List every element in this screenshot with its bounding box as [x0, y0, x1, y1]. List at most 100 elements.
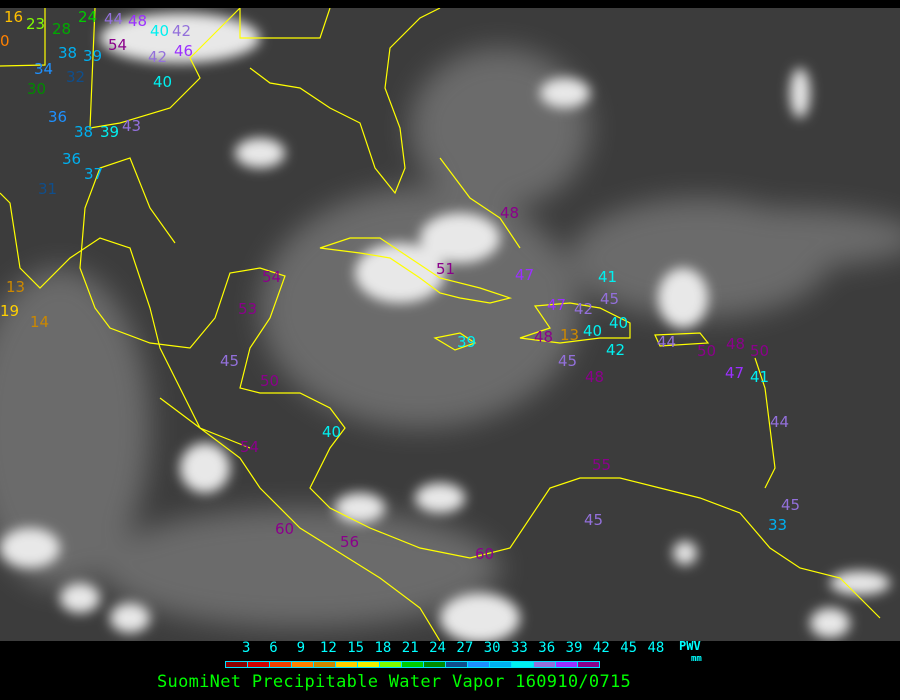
station-pwv-label: 34 — [34, 60, 53, 78]
station-pwv-label: 42 — [574, 300, 593, 318]
legend-tick: 18 — [374, 640, 392, 656]
legend-unit: mm — [691, 654, 702, 664]
station-pwv-label: 45 — [600, 290, 619, 308]
legend-swatch — [248, 662, 270, 667]
legend-swatch — [226, 662, 248, 667]
legend-tick: 36 — [538, 640, 556, 656]
station-pwv-label: 41 — [598, 268, 617, 286]
station-pwv-label: 40 — [150, 22, 169, 40]
station-pwv-label: 42 — [148, 48, 167, 66]
station-pwv-label: 36 — [48, 108, 67, 126]
legend-swatch — [534, 662, 556, 667]
station-pwv-label: 47 — [725, 364, 744, 382]
station-pwv-label: 48 — [726, 335, 745, 353]
legend-tick: 42 — [592, 640, 610, 656]
legend-tick: 45 — [620, 640, 638, 656]
legend-tick: 48 — [647, 640, 665, 656]
legend-swatch — [468, 662, 490, 667]
station-pwv-label: 39 — [457, 333, 476, 351]
station-pwv-label: 43 — [122, 117, 141, 135]
station-pwv-label: 45 — [558, 352, 577, 370]
station-pwv-label: 54 — [262, 268, 281, 286]
cloud-layer — [0, 13, 900, 641]
station-pwv-label: 45 — [584, 511, 603, 529]
station-pwv-label: 48 — [534, 328, 553, 346]
station-pwv-label: 40 — [609, 314, 628, 332]
station-pwv-label: 42 — [606, 341, 625, 359]
station-pwv-label: 51 — [436, 260, 455, 278]
station-pwv-label: 30 — [27, 80, 46, 98]
station-pwv-label: 13 — [6, 278, 25, 296]
station-pwv-label: 39 — [100, 123, 119, 141]
station-pwv-label: 48 — [500, 204, 519, 222]
legend-tick: 6 — [269, 640, 278, 656]
legend-tick: 30 — [483, 640, 501, 656]
legend-swatch — [292, 662, 314, 667]
legend-tick: 33 — [511, 640, 528, 656]
station-pwv-label: 23 — [26, 15, 45, 33]
color-scale-bar — [225, 661, 600, 668]
station-pwv-label: 48 — [585, 368, 604, 386]
legend-swatch — [424, 662, 446, 667]
legend-tick: 9 — [296, 640, 306, 656]
station-pwv-label: 45 — [220, 352, 239, 370]
station-pwv-label: 16 — [4, 8, 23, 26]
station-pwv-label: 56 — [340, 533, 359, 551]
legend-swatch — [578, 662, 599, 667]
station-pwv-label: 44 — [104, 10, 123, 28]
legend-swatch — [490, 662, 512, 667]
station-pwv-label: 33 — [768, 516, 787, 534]
station-pwv-label: 40 — [153, 73, 172, 91]
legend-tick: 39 — [565, 640, 583, 656]
legend-tick: 27 — [456, 640, 474, 656]
legend-swatch — [270, 662, 292, 667]
station-pwv-label: 40 — [583, 322, 602, 340]
station-pwv-label: 32 — [66, 68, 85, 86]
station-pwv-label: 19 — [0, 302, 19, 320]
legend-swatch — [314, 662, 336, 667]
station-pwv-label: 55 — [592, 456, 611, 474]
legend-tick: 15 — [347, 640, 365, 656]
station-pwv-label: 38 — [74, 123, 93, 141]
station-pwv-label: 41 — [750, 368, 769, 386]
station-pwv-label: 46 — [174, 42, 193, 60]
legend-tick: 21 — [401, 640, 419, 656]
station-pwv-label: 47 — [515, 266, 534, 284]
legend-swatch — [512, 662, 534, 667]
station-pwv-label: 13 — [560, 326, 579, 344]
legend-swatch — [336, 662, 358, 667]
station-pwv-label: 39 — [83, 47, 102, 65]
station-pwv-label: 48 — [128, 12, 147, 30]
station-pwv-label: 24 — [78, 8, 97, 26]
station-pwv-label: 44 — [770, 413, 789, 431]
station-pwv-label: 50 — [260, 372, 279, 390]
legend-swatch — [402, 662, 424, 667]
station-pwv-label: 28 — [52, 20, 71, 38]
legend-swatch — [446, 662, 468, 667]
station-pwv-label: 40 — [322, 423, 341, 441]
station-pwv-label: 54 — [240, 438, 259, 456]
legend-tick: 12 — [319, 640, 337, 656]
station-pwv-label: 47 — [547, 296, 566, 314]
station-pwv-label: 53 — [238, 300, 257, 318]
station-pwv-label: 38 — [58, 44, 77, 62]
station-pwv-label: 50 — [750, 342, 769, 360]
station-pwv-label: 44 — [657, 333, 676, 351]
station-pwv-label: 14 — [30, 313, 49, 331]
station-pwv-label: 54 — [108, 36, 127, 54]
legend-unit-label: PWV — [679, 639, 701, 653]
legend-panel — [0, 641, 900, 700]
station-pwv-label: 45 — [781, 496, 800, 514]
station-pwv-label: 37 — [84, 165, 103, 183]
legend-tick: 3 — [242, 640, 251, 656]
station-pwv-label: 60 — [275, 520, 294, 538]
image-title: SuomiNet Precipitable Water Vapor 160910… — [157, 672, 632, 692]
station-pwv-label: 42 — [172, 22, 191, 40]
legend-swatch — [556, 662, 578, 667]
legend-swatch — [380, 662, 402, 667]
station-pwv-label: 36 — [62, 150, 81, 168]
station-pwv-label: 31 — [38, 180, 57, 198]
station-pwv-label: 60 — [475, 545, 494, 563]
